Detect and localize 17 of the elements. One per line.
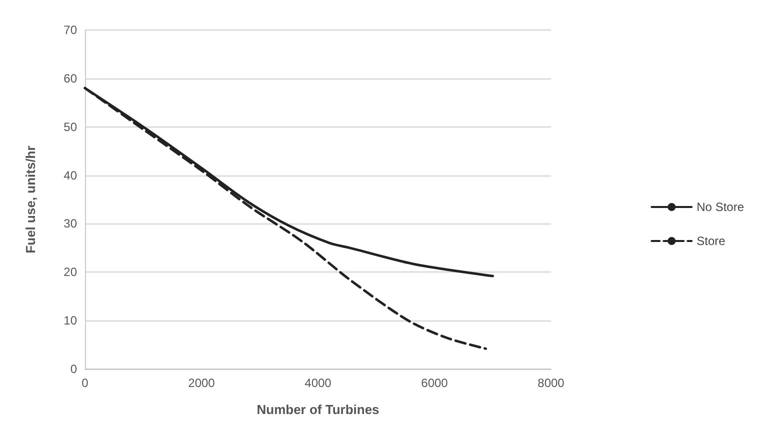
y-tick-label: 50 <box>64 120 78 134</box>
legend-label: No Store <box>696 200 744 214</box>
y-tick-label: 30 <box>64 216 78 231</box>
y-tick-label: 10 <box>64 314 78 328</box>
y-tick-label: 40 <box>64 168 78 182</box>
x-tick-label: 8000 <box>538 376 565 390</box>
x-tick-label: 2000 <box>188 376 216 390</box>
x-tick-label: 4000 <box>304 376 332 390</box>
y-tick-label: 70 <box>64 23 78 37</box>
y-tick-label: 0 <box>70 362 78 376</box>
y-axis-title: Fuel use, units/hr <box>23 146 38 254</box>
x-axis-title: Number of Turbines <box>256 402 380 417</box>
legend-label: Store <box>696 234 726 248</box>
y-tick-label: 60 <box>64 71 78 86</box>
x-tick-label: 6000 <box>421 376 448 390</box>
y-tick-label: 20 <box>64 265 78 280</box>
x-tick-label: 0 <box>82 376 89 390</box>
